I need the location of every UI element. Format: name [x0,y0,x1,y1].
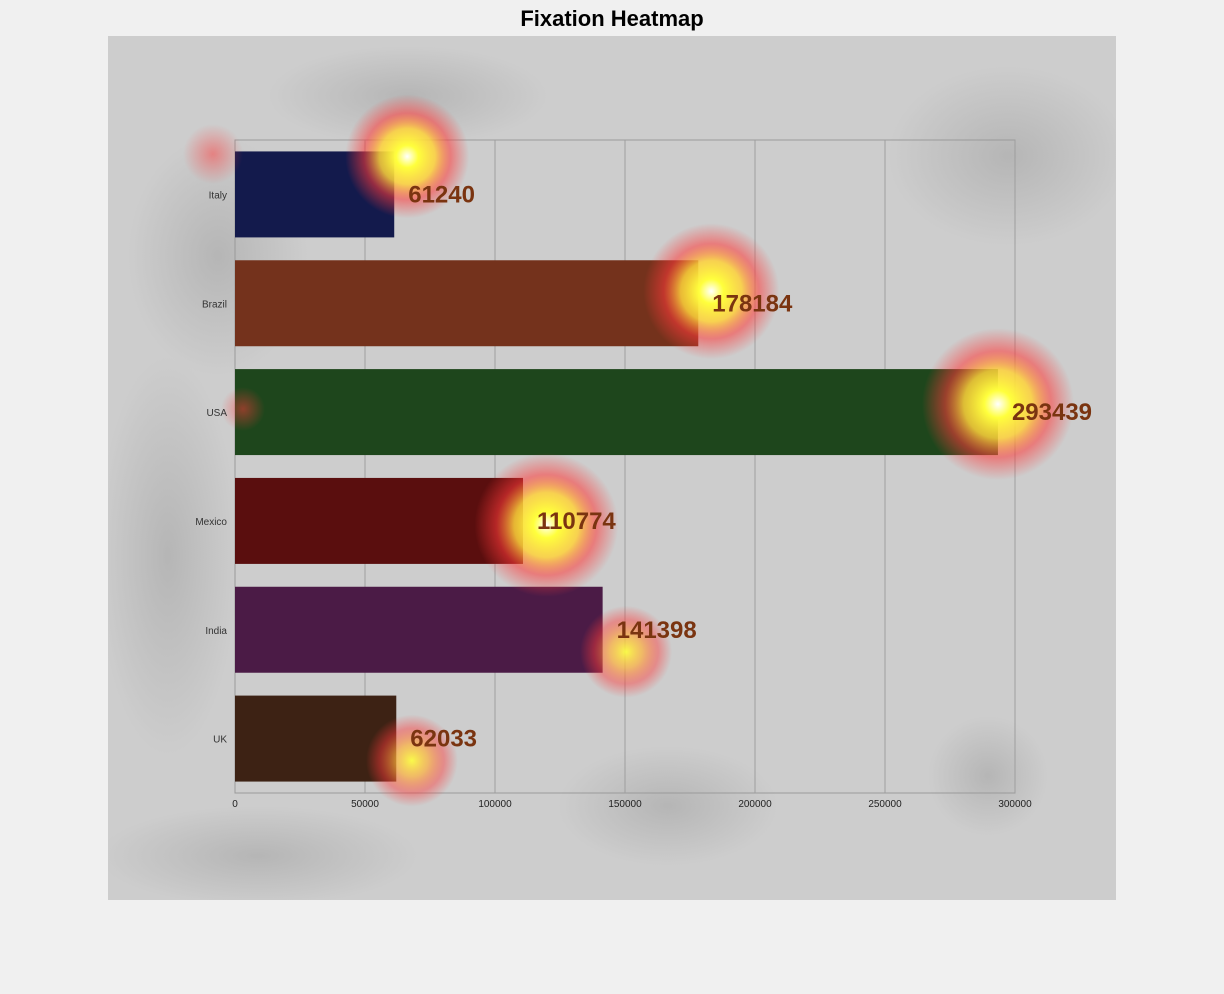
fixation-hotspot [580,605,673,698]
x-tick-label: 200000 [738,799,772,810]
category-label: Brazil [202,299,227,310]
haze-blob [928,716,1048,836]
x-tick-label: 50000 [351,799,379,810]
heatmap-frame: 0 50000 100000 150000 200000 250000 300000 Ital… [108,36,1116,900]
fixation-faint [221,387,265,431]
data-label: 141398 [617,617,697,644]
labels: Italy 61240 Brazil 178184 USA 293439 Mexico 110… [195,181,1092,752]
fixation-hotspot [345,94,470,219]
bar [235,369,998,456]
data-label: 293439 [1012,399,1092,426]
bar-chart: 0 50000 100000 150000 200000 250000 300000 Ital… [108,46,1116,900]
category-label: Italy [209,190,227,201]
data-label: 178184 [712,290,793,317]
data-label: 62033 [410,726,477,753]
fixation-faint [183,124,243,184]
fixation-hotspot [474,452,619,597]
haze-blob [108,356,238,756]
fixation-hotspot [365,714,458,807]
category-label: Mexico [195,517,227,528]
category-label: India [205,626,227,637]
heatmap-overlay [183,94,1074,807]
category-label: USA [206,408,227,419]
bar [235,260,699,347]
haze-blob [108,806,418,900]
haze-blob [888,66,1116,246]
fixation-hotspot [921,328,1074,481]
category-label: UK [213,735,227,746]
bar [235,586,603,673]
x-tick-label: 100000 [478,799,512,810]
fixation-hotspot [643,223,780,360]
chart-title: Fixation Heatmap [520,6,704,31]
x-tick-label: 250000 [868,799,902,810]
x-tick-label: 300000 [998,799,1032,810]
data-label: 110774 [537,508,616,535]
x-tick-label: 150000 [608,799,642,810]
data-label: 61240 [408,181,475,208]
x-tick-label: 0 [232,799,238,810]
haze-blob [558,746,778,866]
